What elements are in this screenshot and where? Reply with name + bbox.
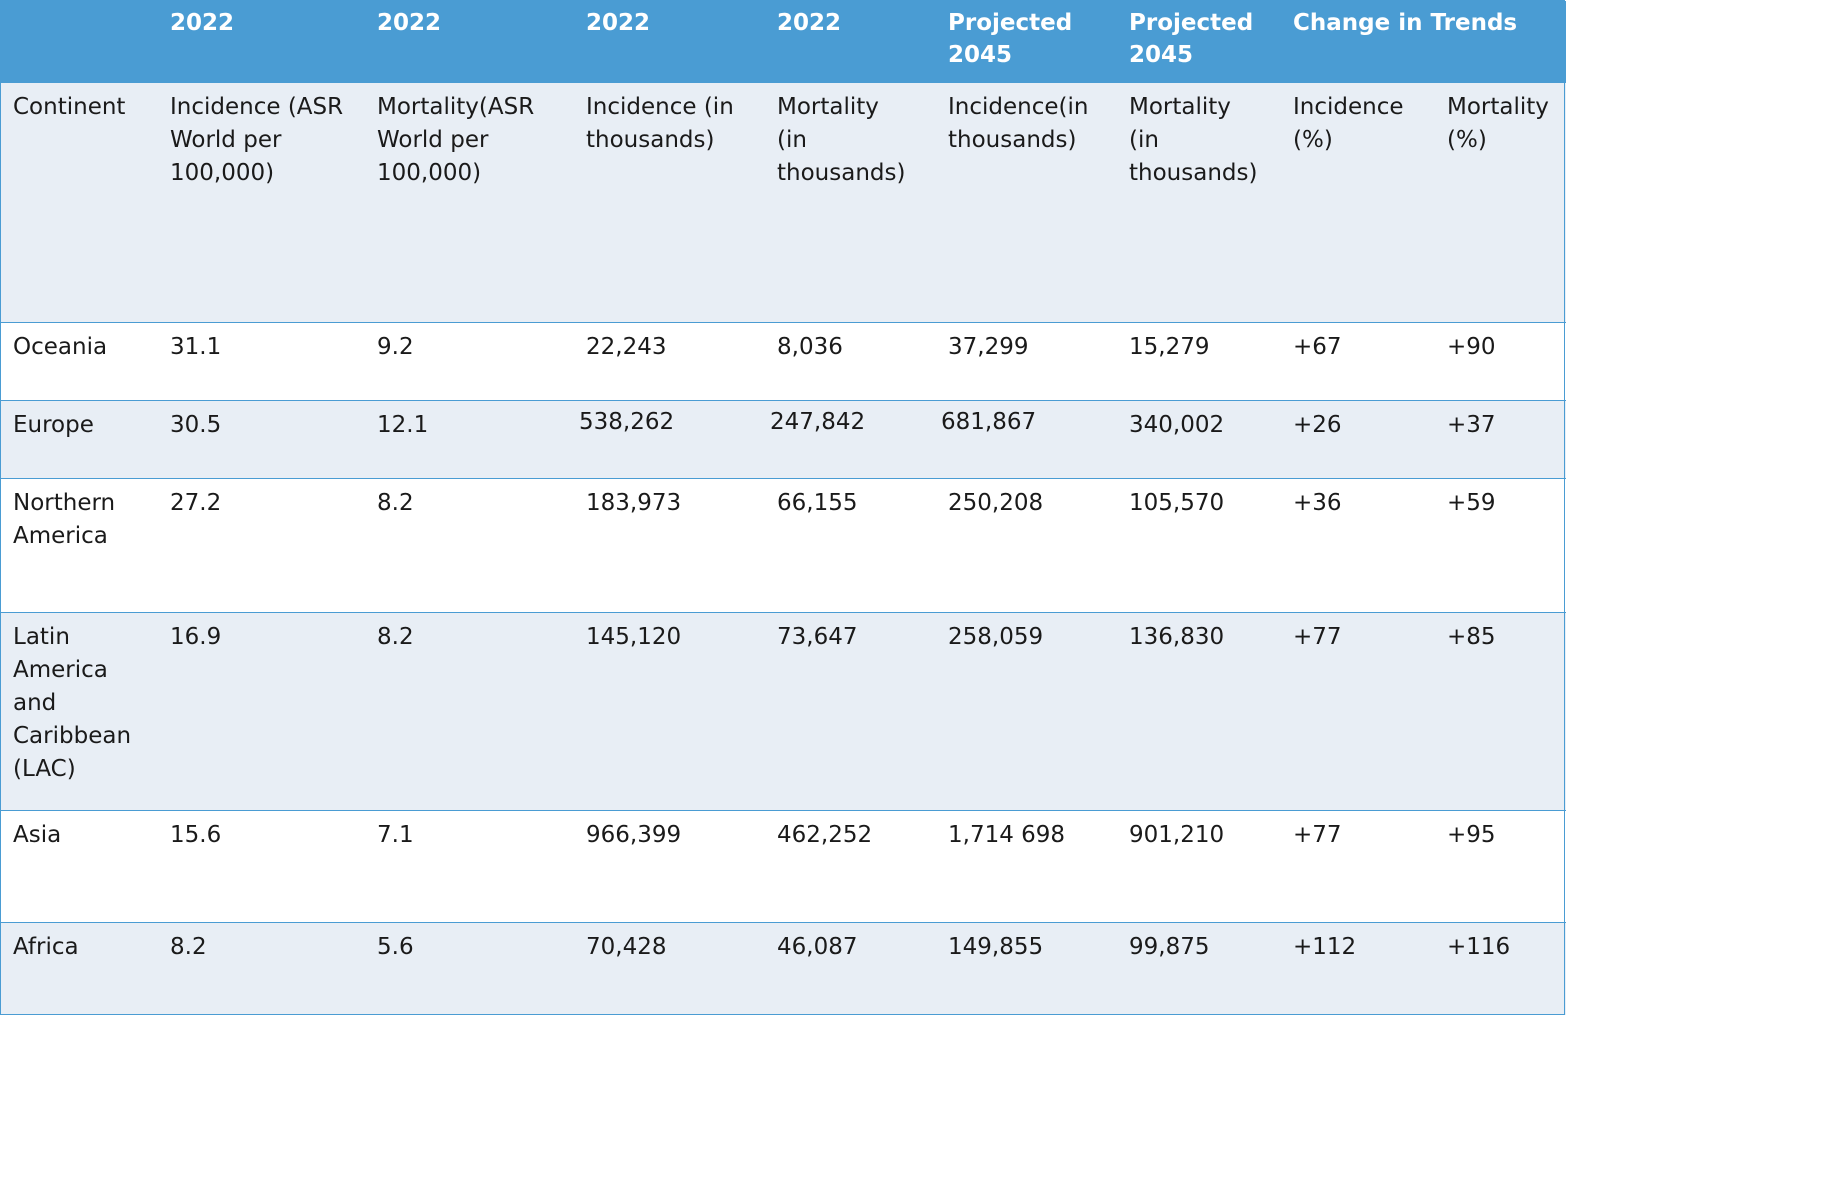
cell-mortality-asr: 8.2 — [365, 611, 574, 810]
column-header-projected-mortality: Mortality (in thousands) — [1117, 81, 1281, 322]
cell-incidence-asr: 16.9 — [158, 611, 365, 810]
column-header-continent: Continent — [1, 81, 158, 322]
cell-projected-mortality: 105,570 — [1117, 477, 1281, 612]
cell-projected-mortality: 15,279 — [1117, 321, 1281, 400]
year-header-cell-projected-mortality: Projected 2045 — [1117, 1, 1281, 83]
cell-mortality-asr: 8.2 — [365, 477, 574, 612]
cell-continent: Oceania — [1, 321, 158, 400]
cell-mortality-change: +116 — [1435, 921, 1566, 1015]
column-header-projected-incidence: Incidence(in thousands) — [936, 81, 1117, 322]
cell-projected-incidence: 149,855 — [936, 921, 1117, 1015]
cell-projected-incidence: 1,714 698 — [936, 809, 1117, 922]
cell-projected-mortality: 136,830 — [1117, 611, 1281, 810]
table-row-asia: Asia 15.6 7.1 966,399 462,252 1,714 698 … — [1, 809, 1566, 922]
cell-projected-mortality: 901,210 — [1117, 809, 1281, 922]
column-header-mortality-change: Mortality (%) — [1435, 81, 1566, 322]
cell-mortality-count: 462,252 — [765, 809, 936, 922]
cell-mortality-change: +59 — [1435, 477, 1566, 612]
cell-incidence-change: +36 — [1281, 477, 1435, 612]
cell-incidence-change: +77 — [1281, 809, 1435, 922]
year-header-cell-continent — [1, 1, 158, 83]
cell-incidence-count: 538,262 — [574, 399, 765, 478]
table-row-latin-america: Latin America and Caribbean (LAC) 16.9 8… — [1, 611, 1566, 810]
continent-trends-table: 2022 2022 2022 2022 Projected 2045 Proje… — [1, 1, 1566, 1015]
cell-incidence-change: +112 — [1281, 921, 1435, 1015]
cell-projected-mortality: 99,875 — [1117, 921, 1281, 1015]
table-row-oceania: Oceania 31.1 9.2 22,243 8,036 37,299 15,… — [1, 321, 1566, 400]
cell-projected-incidence: 681,867 — [936, 399, 1117, 478]
cell-continent: Asia — [1, 809, 158, 922]
cell-mortality-change: +37 — [1435, 399, 1566, 478]
cell-incidence-count: 22,243 — [574, 321, 765, 400]
column-header-incidence-asr: Incidence (ASR World per 100,000) — [158, 81, 365, 322]
cell-projected-incidence-value: 681,867 — [941, 408, 1037, 435]
cell-mortality-change: +85 — [1435, 611, 1566, 810]
year-header-cell-incidence-count: 2022 — [574, 1, 765, 83]
cell-mortality-change: +90 — [1435, 321, 1566, 400]
cell-mortality-count: 8,036 — [765, 321, 936, 400]
cell-incidence-change: +67 — [1281, 321, 1435, 400]
cell-incidence-asr: 30.5 — [158, 399, 365, 478]
cell-continent: Northern America — [1, 477, 158, 612]
cell-mortality-asr: 7.1 — [365, 809, 574, 922]
cell-mortality-asr: 5.6 — [365, 921, 574, 1015]
cell-incidence-change: +26 — [1281, 399, 1435, 478]
cell-projected-mortality: 340,002 — [1117, 399, 1281, 478]
cell-incidence-count-value: 538,262 — [579, 408, 675, 435]
cell-continent: Latin America and Caribbean (LAC) — [1, 611, 158, 810]
cell-incidence-asr: 27.2 — [158, 477, 365, 612]
cell-projected-incidence: 250,208 — [936, 477, 1117, 612]
cell-mortality-count: 247,842 — [765, 399, 936, 478]
column-header-mortality-count: Mortality (in thousands) — [765, 81, 936, 322]
cell-mortality-count: 46,087 — [765, 921, 936, 1015]
cell-incidence-count: 145,120 — [574, 611, 765, 810]
cell-mortality-count: 66,155 — [765, 477, 936, 612]
cell-mortality-asr: 9.2 — [365, 321, 574, 400]
table-row-africa: Africa 8.2 5.6 70,428 46,087 149,855 99,… — [1, 921, 1566, 1015]
year-header-cell-mortality-count: 2022 — [765, 1, 936, 83]
cell-incidence-asr: 15.6 — [158, 809, 365, 922]
cell-incidence-asr: 8.2 — [158, 921, 365, 1015]
column-header-row: Continent Incidence (ASR World per 100,0… — [1, 81, 1566, 322]
column-header-incidence-count: Incidence (in thousands) — [574, 81, 765, 322]
year-header-cell-mortality-asr: 2022 — [365, 1, 574, 83]
year-header-cell-change-in-trends: Change in Trends — [1281, 1, 1566, 83]
table-row-northern-america: Northern America 27.2 8.2 183,973 66,155… — [1, 477, 1566, 612]
cell-mortality-change: +95 — [1435, 809, 1566, 922]
cell-projected-incidence: 258,059 — [936, 611, 1117, 810]
cell-projected-incidence: 37,299 — [936, 321, 1117, 400]
cell-incidence-count: 183,973 — [574, 477, 765, 612]
cell-mortality-count: 73,647 — [765, 611, 936, 810]
column-header-mortality-asr: Mortality(ASR World per 100,000) — [365, 81, 574, 322]
cell-incidence-count: 70,428 — [574, 921, 765, 1015]
cell-incidence-count: 966,399 — [574, 809, 765, 922]
cell-continent: Europe — [1, 399, 158, 478]
table-row-europe: Europe 30.5 12.1 538,262 247,842 681,867… — [1, 399, 1566, 478]
cell-mortality-asr: 12.1 — [365, 399, 574, 478]
year-header-cell-projected-incidence: Projected 2045 — [936, 1, 1117, 83]
column-header-incidence-change: Incidence (%) — [1281, 81, 1435, 322]
year-header-cell-incidence-asr: 2022 — [158, 1, 365, 83]
cell-incidence-change: +77 — [1281, 611, 1435, 810]
cell-incidence-asr: 31.1 — [158, 321, 365, 400]
cell-mortality-count-value: 247,842 — [770, 408, 866, 435]
cell-continent: Africa — [1, 921, 158, 1015]
year-header-row: 2022 2022 2022 2022 Projected 2045 Proje… — [1, 1, 1566, 83]
